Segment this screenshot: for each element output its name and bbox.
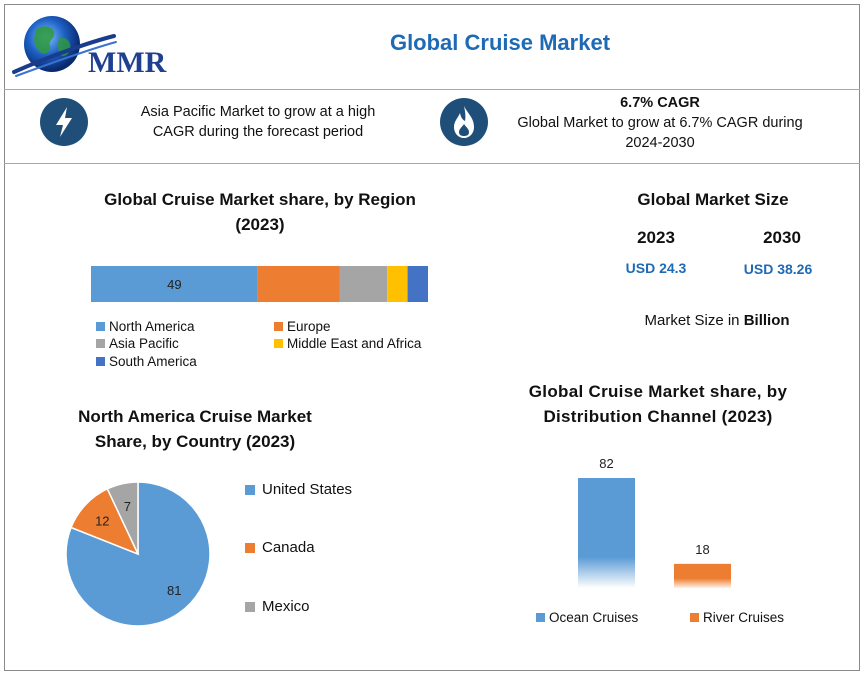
legend-label: Ocean Cruises (549, 610, 639, 625)
highlights-divider (4, 163, 860, 164)
legend-south-america: South America (96, 354, 197, 369)
page-title: Global Cruise Market (389, 30, 611, 55)
lightning-icon (56, 107, 72, 137)
legend-label: United States (262, 481, 353, 498)
bar-ocean-cruises (578, 478, 635, 588)
legend-label: South America (109, 354, 197, 369)
legend-label: Canada (262, 539, 315, 556)
lightning-icon-badge (40, 98, 88, 146)
pie-legend-united-states: United States (245, 481, 352, 498)
legend-asia-pacific: Asia Pacific (96, 336, 179, 351)
legend-label: Mexico (262, 598, 310, 615)
highlight-line: Global Market to grow at 6.7% CAGR durin… (517, 115, 803, 131)
pie-legend-canada: Canada (245, 539, 315, 556)
legend-north-america: North America (96, 319, 195, 334)
region-chart-title: Global Cruise Market share, by Region (2… (70, 187, 450, 237)
year-2023: 2023 (637, 228, 675, 247)
mmr-logo: MMR (10, 12, 170, 82)
legend-swatch (274, 339, 283, 348)
legend-label: Middle East and Africa (287, 336, 422, 351)
region-title-line-2: (2023) (235, 215, 285, 234)
region-segment-south-america (407, 266, 428, 302)
legend-label: River Cruises (703, 610, 785, 625)
legend-swatch (96, 322, 105, 331)
page-frame (4, 4, 860, 671)
region-segment-middle-east-and-africa (387, 266, 408, 302)
highlight-line: 2024-2030 (625, 135, 695, 151)
market-size-2023-value: USD 24.3 (625, 260, 687, 276)
highlight-line: CAGR during the forecast period (152, 124, 364, 140)
pie-data-label: 81 (167, 583, 181, 598)
country-title-line-2: Share, by Country (2023) (94, 432, 296, 451)
region-segment-asia-pacific (339, 266, 388, 302)
pie-slice-mexico (106, 481, 139, 555)
legend-swatch (274, 322, 283, 331)
unit-note-bold: Billion (743, 312, 790, 329)
unit-note-prefix: Market Size in (644, 312, 744, 329)
legend-swatch (245, 601, 255, 612)
legend-swatch (96, 339, 105, 348)
region-segment-europe (257, 266, 340, 302)
pie-data-label: 7 (124, 499, 131, 514)
highlight-asia-pacific: Asia Pacific Market to grow at a high CA… (108, 102, 408, 142)
region-title-line-1: Global Cruise Market share, by Region (104, 190, 416, 209)
legend-swatch (245, 484, 255, 495)
region-stacked-bar: 49 (91, 266, 428, 302)
market-size-2030-value: USD 38.26 (743, 261, 813, 277)
flame-icon (454, 106, 474, 138)
legend-swatch (245, 542, 255, 553)
channel-bar-chart: 82 18 (578, 456, 731, 588)
bar-data-label: 82 (599, 456, 613, 471)
globe-logo-icon: MMR (12, 16, 167, 79)
legend-europe: Europe (274, 319, 331, 334)
channel-chart-title: Global Cruise Market share, by Distribut… (480, 379, 836, 429)
legend-ocean-cruises: Ocean Cruises (536, 610, 638, 625)
pie-data-label: 12 (95, 513, 109, 528)
country-chart-title: North America Cruise Market Share, by Co… (40, 404, 350, 454)
header-divider (4, 89, 860, 90)
logo-text: MMR (88, 46, 167, 79)
country-pie-chart: 81 12 7 (65, 481, 211, 627)
region-segment-north-america (91, 266, 258, 302)
legend-river-cruises: River Cruises (690, 610, 784, 625)
bar-data-label: 18 (695, 542, 709, 557)
cagr-heading: 6.7% CAGR (620, 95, 700, 111)
legend-swatch (96, 357, 105, 366)
market-size-title: Global Market Size (637, 190, 789, 209)
legend-label: Europe (287, 319, 331, 334)
legend-middle-east-africa: Middle East and Africa (274, 336, 421, 351)
legend-label: Asia Pacific (109, 336, 179, 351)
channel-title-line-2: Distribution Channel (2023) (543, 407, 773, 426)
legend-swatch (536, 613, 545, 622)
highlight-line: Asia Pacific Market to grow at a high (140, 104, 376, 120)
channel-title-line-1: Global Cruise Market share, by (528, 382, 788, 401)
year-2030: 2030 (763, 228, 801, 247)
highlight-cagr: 6.7% CAGR Global Market to grow at 6.7% … (505, 93, 815, 153)
bar-river-cruises (674, 563, 731, 588)
pie-legend-mexico: Mexico (245, 598, 310, 615)
flame-icon-badge (440, 98, 488, 146)
legend-label: North America (109, 319, 195, 334)
region-data-label: 49 (167, 277, 181, 292)
market-size-unit-note: Market Size in Billion (612, 312, 822, 329)
country-title-line-1: North America Cruise Market (78, 407, 312, 426)
legend-swatch (690, 613, 699, 622)
